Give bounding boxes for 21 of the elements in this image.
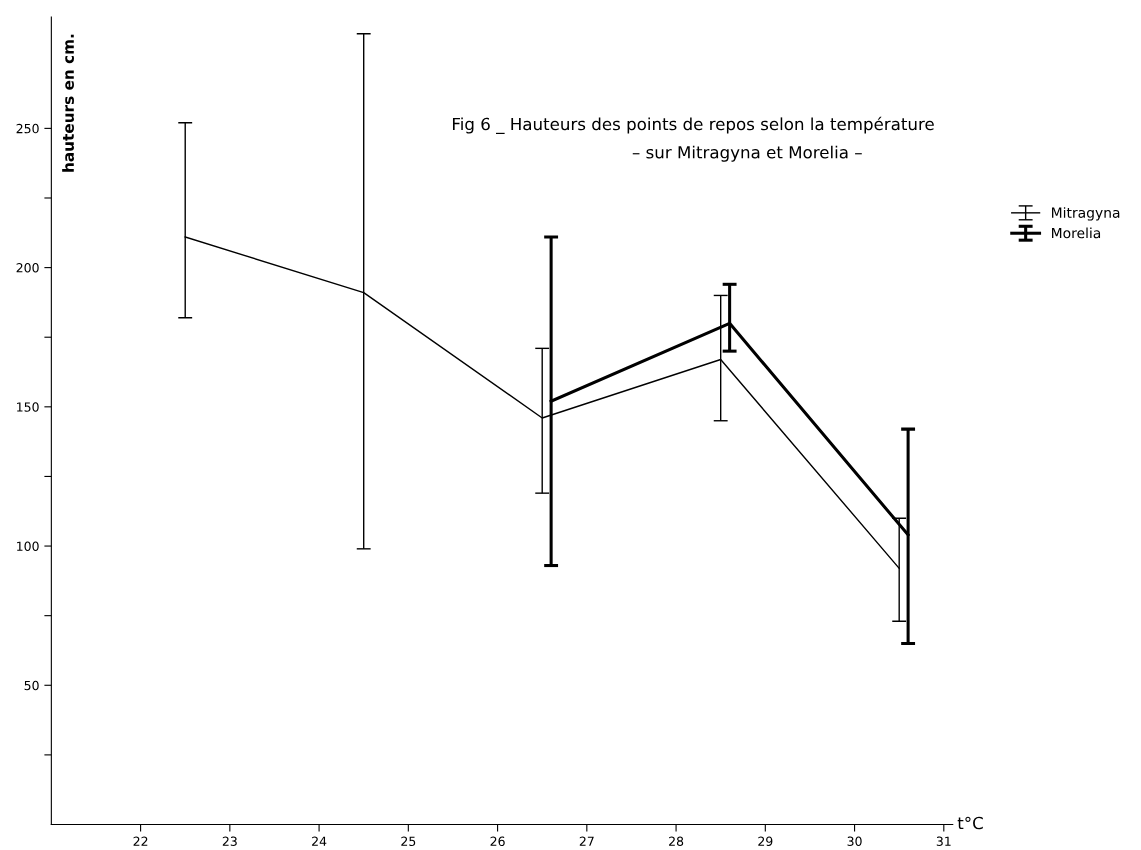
y-tick-label: 150 [17,402,39,412]
x-tick-label: 29 [758,836,773,846]
legend-label: Mitragyna [1052,207,1120,221]
y-axis-title: hauteurs en cm. [62,34,74,172]
x-tick-label: 26 [490,836,505,846]
y-tick-label: 50 [24,680,39,691]
x-tick-label: 24 [312,836,327,846]
x-tick-label: 25 [401,836,416,846]
text: – sur Mitragyna et Morelia – [632,145,862,162]
y-tick-label: 100 [17,541,39,551]
y-tick-label: 200 [16,263,39,273]
y-tick-label: 250 [16,123,39,134]
x-tick-label: 31 [936,836,951,846]
x-tick-label: 27 [579,836,594,846]
legend-label: Morelia [1052,227,1101,239]
text: Fig 6 _ Hauteurs des points de repos selon la température [452,116,934,134]
x-tick-label: 28 [669,836,684,846]
x-tick-label: 30 [847,836,862,846]
x-tick-label: 22 [133,836,148,846]
x-axis-title: t°C [957,816,983,830]
x-tick-label: 23 [222,836,237,846]
